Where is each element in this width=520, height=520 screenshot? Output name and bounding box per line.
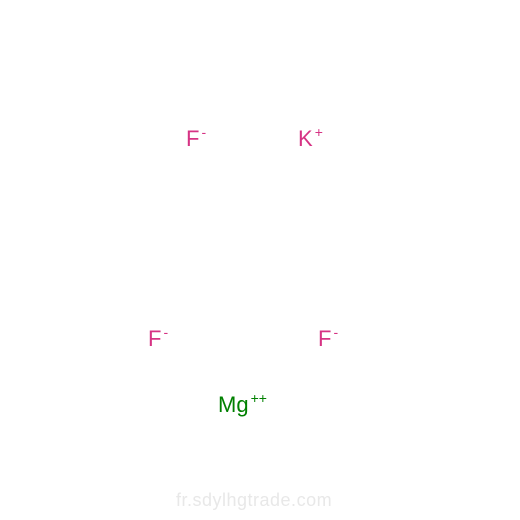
ion-symbol: F bbox=[186, 126, 199, 152]
ion-charge: - bbox=[201, 124, 206, 140]
watermark-text: fr.sdylhgtrade.com bbox=[176, 490, 332, 511]
ion-magnesium: Mg ++ bbox=[218, 392, 267, 418]
ion-symbol: F bbox=[148, 326, 161, 352]
ion-fluoride-right: F - bbox=[318, 326, 338, 352]
ion-charge: ++ bbox=[251, 390, 267, 406]
ion-fluoride-left: F - bbox=[148, 326, 168, 352]
ion-charge: - bbox=[163, 324, 168, 340]
diagram-stage: F - K + F - F - Mg ++ fr.sdylhgtrade.com bbox=[0, 0, 520, 520]
ion-symbol: F bbox=[318, 326, 331, 352]
ion-potassium: K + bbox=[298, 126, 323, 152]
ion-fluoride-top: F - bbox=[186, 126, 206, 152]
ion-charge: + bbox=[315, 124, 323, 140]
ion-symbol: K bbox=[298, 126, 313, 152]
ion-charge: - bbox=[333, 324, 338, 340]
ion-symbol: Mg bbox=[218, 392, 249, 418]
